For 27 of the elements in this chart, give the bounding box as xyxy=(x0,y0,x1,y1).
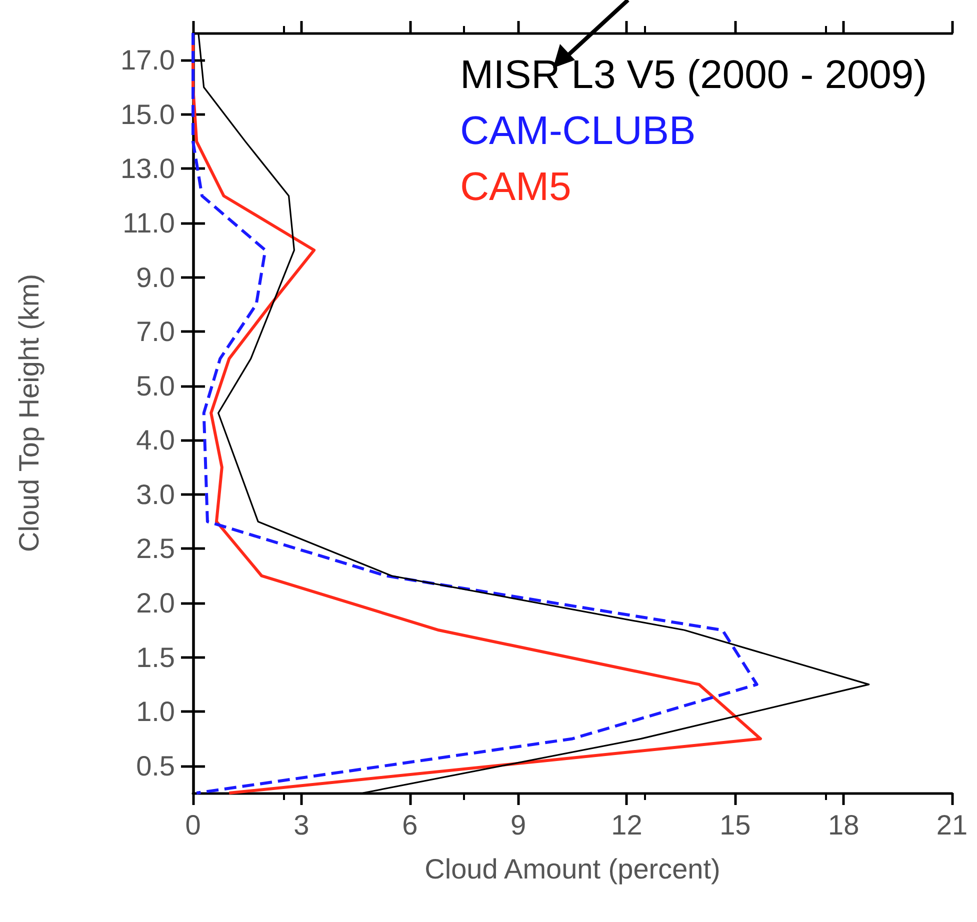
text: CAM-CLUBB xyxy=(460,109,696,153)
y-tick-label: 5.0 xyxy=(136,370,175,402)
text: CAM5 xyxy=(460,165,572,209)
x-tick-label: 18 xyxy=(828,810,860,840)
x-tick-label: 12 xyxy=(611,810,642,840)
y-tick-label: 17.0 xyxy=(120,44,175,76)
x-tick-label: 9 xyxy=(510,810,526,840)
y-tick-label: 1.5 xyxy=(136,642,175,673)
y-tick-label: 1.0 xyxy=(136,696,175,728)
y-tick-label: 2.5 xyxy=(136,533,175,564)
y-tick-label: 2.0 xyxy=(136,588,175,618)
y-axis-title: Cloud Top Height (km) xyxy=(14,274,44,552)
x-tick-label: 21 xyxy=(936,810,968,840)
y-tick-label: 7.0 xyxy=(136,316,175,348)
x-tick-label: 0 xyxy=(185,810,201,840)
y-tick-label: 0.5 xyxy=(136,750,175,782)
y-tick-label: 11.0 xyxy=(122,208,175,238)
legend-label: MISR L3 V5 (2000 - 2009) xyxy=(460,53,928,97)
y-tick-label: 4.0 xyxy=(136,424,175,456)
y-tick-label: 9.0 xyxy=(136,262,175,293)
x-tick-label: 3 xyxy=(294,810,310,840)
y-tick-label: 15.0 xyxy=(120,98,175,130)
y-tick-label: 3.0 xyxy=(136,478,175,510)
y-tick-label: 13.0 xyxy=(120,153,175,184)
x-tick-label: 6 xyxy=(402,810,418,840)
x-tick-label: 15 xyxy=(720,810,751,840)
x-axis-title: Cloud Amount (percent) xyxy=(424,854,720,884)
